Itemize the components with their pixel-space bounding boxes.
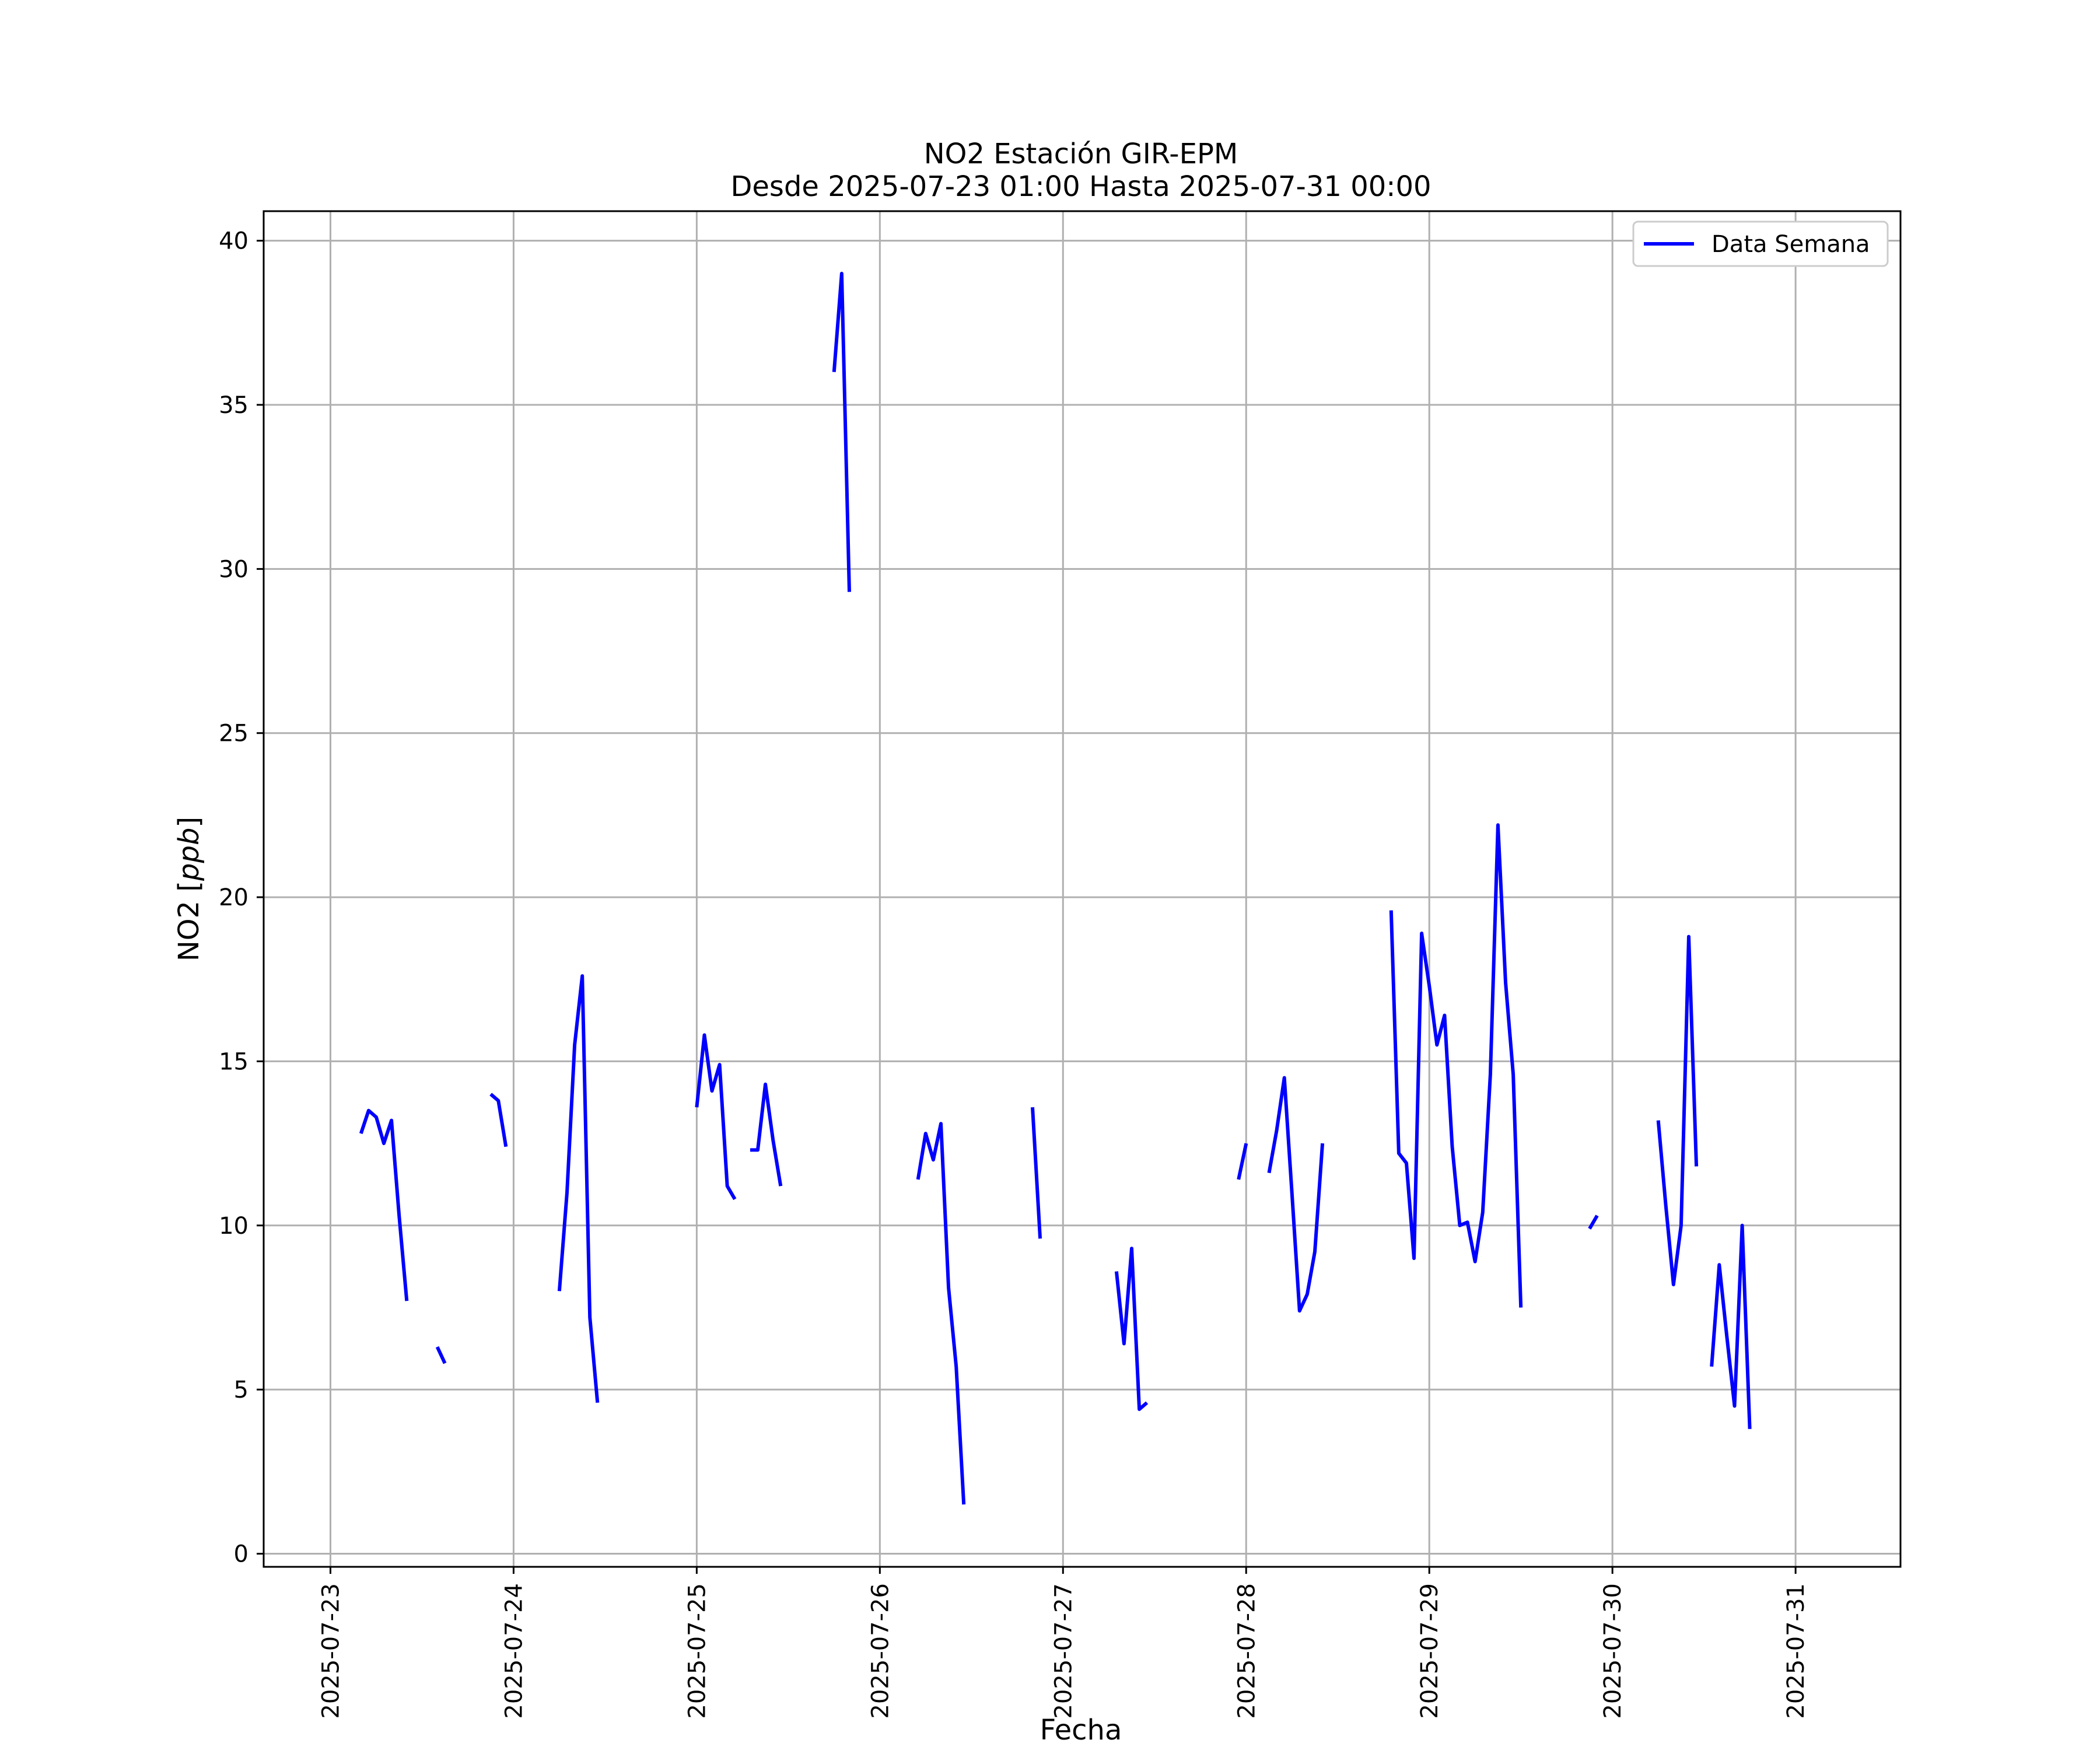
series-line-segment	[557, 974, 600, 1403]
series-line-segment	[832, 271, 851, 592]
y-tick-label: 35	[219, 392, 249, 419]
chart-title: NO2 Estación GIR-EPM	[924, 138, 1238, 170]
series-line-segment	[916, 1122, 966, 1505]
series-line-segment	[359, 1108, 409, 1301]
x-gridlines	[329, 211, 1797, 1567]
series-line-segment	[750, 1082, 783, 1186]
legend-label: Data Semana	[1712, 231, 1870, 258]
series-line-segment	[1656, 935, 1699, 1287]
chart-subtitle: Desde 2025-07-23 01:00 Hasta 2025-07-31 …	[730, 170, 1431, 203]
x-tick-label: 2025-07-28	[1233, 1583, 1260, 1718]
x-tick-label: 2025-07-29	[1416, 1583, 1443, 1718]
y-tick-label: 5	[234, 1377, 249, 1404]
x-axis-ticks: 2025-07-23 2025-07-24 2025-07-25 2025-07-26…	[317, 1567, 1810, 1718]
legend-box	[1632, 220, 1889, 267]
series-layer	[359, 271, 1752, 1505]
x-tick-label: 2025-07-31	[1783, 1583, 1810, 1718]
y-axis-label-text: NO2 [	[173, 881, 205, 961]
series-line-segment	[489, 1093, 508, 1147]
y-axis-label: NO2 [ppb]	[173, 817, 205, 961]
y-axis-label-close: ]	[173, 817, 205, 828]
y-axis-label-unit: ppb	[173, 828, 205, 881]
y-tick-label: 10	[219, 1213, 249, 1240]
series-line-segment	[1389, 823, 1523, 1308]
x-tick-label: 2025-07-23	[317, 1583, 344, 1718]
x-tick-label: 2025-07-27	[1050, 1583, 1077, 1718]
series-line-segment	[1114, 1247, 1149, 1411]
plot-frame	[262, 210, 1902, 1568]
y-gridlines	[264, 240, 1901, 1555]
y-tick-label: 25	[219, 720, 249, 747]
series-line-segment	[1031, 1107, 1042, 1239]
y-tick-label: 15	[219, 1048, 249, 1075]
x-tick-label: 2025-07-30	[1600, 1583, 1626, 1718]
x-tick-label: 2025-07-25	[684, 1583, 710, 1718]
series-line-segment	[1710, 1223, 1752, 1429]
y-tick-label: 0	[234, 1541, 249, 1567]
legend: Data Semana	[1632, 220, 1889, 267]
y-axis-ticks: 0 5 10 15 20 25 30 35 40	[219, 228, 264, 1567]
y-tick-label: 30	[219, 556, 249, 583]
x-tick-label: 2025-07-24	[501, 1583, 527, 1718]
y-tick-label: 20	[219, 884, 249, 911]
series-line-segment	[1237, 1143, 1248, 1180]
y-tick-label: 40	[219, 228, 249, 255]
x-tick-label: 2025-07-26	[867, 1583, 894, 1718]
x-axis-label: Fecha	[1040, 1714, 1122, 1746]
series-line-segment	[1588, 1214, 1599, 1230]
series-line-segment	[1267, 1076, 1325, 1313]
series-line-segment	[435, 1346, 447, 1364]
series-line-segment	[695, 1033, 737, 1200]
